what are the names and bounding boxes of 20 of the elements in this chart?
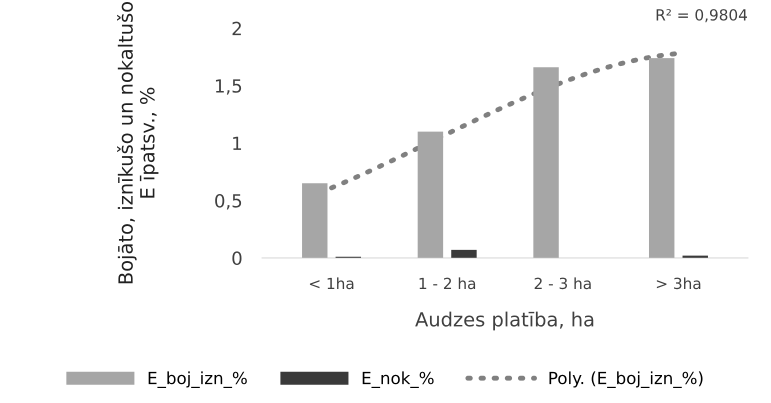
y-tick-label: 1: [233, 136, 242, 150]
bar: [648, 58, 674, 258]
bar: [451, 250, 477, 258]
x-tick-label: > 3ha: [656, 277, 700, 290]
y-axis-title: Bojāto, iznīkušo un nokaltušo E īpatsv., %: [117, 2, 158, 284]
x-tick-label: < 1ha: [310, 277, 354, 290]
legend-label: E_boj_izn_%: [148, 371, 247, 388]
y-tick-label: 0: [232, 251, 242, 266]
x-tick-label: 2 - 3 ha: [534, 277, 591, 290]
bar: [418, 132, 444, 258]
text: R² = 0,9804: [656, 9, 748, 22]
y-tick-label: 0,5: [215, 194, 242, 210]
x-tick-label: 1 - 2 ha: [420, 277, 476, 290]
legend-label: Poly. (E_boj_izn_%): [550, 371, 703, 388]
legend-label: E_nok_%: [362, 371, 434, 388]
x-axis-title: Audzes platība, ha: [415, 312, 594, 330]
y-tick-label: 2: [232, 22, 241, 36]
y-tick-label: 1,5: [216, 79, 242, 95]
bar: [533, 67, 559, 258]
bar: [302, 183, 328, 258]
